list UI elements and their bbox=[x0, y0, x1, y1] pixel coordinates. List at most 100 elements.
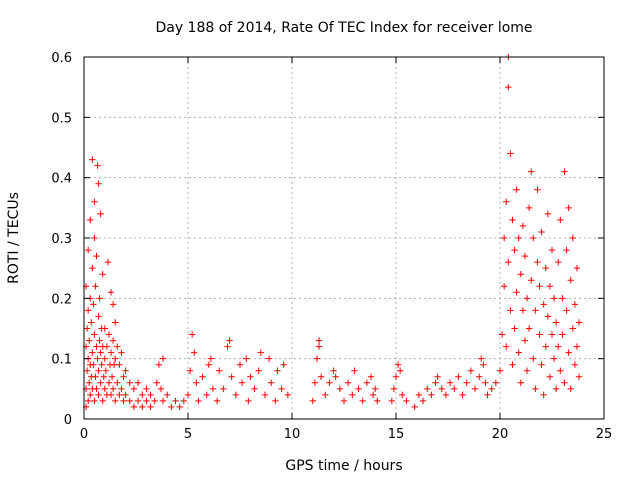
data-point bbox=[159, 397, 167, 405]
data-point bbox=[528, 277, 535, 284]
data-point bbox=[544, 210, 552, 218]
data-point bbox=[438, 385, 445, 393]
data-point bbox=[507, 307, 514, 314]
data-point bbox=[91, 234, 98, 242]
data-point bbox=[563, 246, 570, 254]
data-point bbox=[95, 367, 102, 374]
data-point bbox=[536, 283, 543, 290]
data-point bbox=[112, 319, 119, 326]
data-point bbox=[542, 264, 549, 272]
data-point bbox=[523, 367, 531, 374]
data-point bbox=[351, 367, 358, 374]
data-point bbox=[519, 307, 527, 314]
data-point bbox=[542, 343, 549, 350]
data-point bbox=[265, 355, 273, 362]
y-tick-label: 0.5 bbox=[51, 111, 72, 126]
data-point bbox=[534, 258, 541, 266]
grid bbox=[84, 57, 604, 419]
data-point bbox=[309, 397, 316, 405]
data-point bbox=[467, 367, 475, 374]
data-point bbox=[317, 373, 325, 380]
data-point bbox=[540, 301, 547, 308]
data-point bbox=[528, 168, 535, 175]
data-point bbox=[557, 216, 564, 224]
data-point bbox=[363, 379, 371, 386]
data-point bbox=[91, 397, 98, 405]
data-point bbox=[118, 349, 125, 356]
data-point bbox=[403, 397, 410, 405]
data-point bbox=[459, 391, 466, 399]
data-point bbox=[112, 355, 119, 362]
x-tick-label: 20 bbox=[492, 427, 509, 442]
data-point bbox=[419, 397, 427, 405]
data-point bbox=[109, 301, 117, 308]
data-point bbox=[515, 349, 522, 356]
x-tick-label: 5 bbox=[184, 427, 192, 442]
data-point bbox=[87, 216, 94, 224]
data-point bbox=[442, 391, 450, 399]
data-point bbox=[84, 246, 92, 254]
data-point bbox=[538, 361, 545, 368]
data-point bbox=[159, 355, 167, 362]
data-point bbox=[96, 337, 103, 344]
data-point bbox=[122, 391, 129, 399]
data-point bbox=[274, 367, 281, 374]
data-point bbox=[203, 391, 210, 399]
data-point bbox=[139, 403, 146, 411]
data-point bbox=[567, 277, 574, 284]
data-point bbox=[97, 210, 104, 218]
data-point bbox=[525, 204, 533, 212]
data-point bbox=[332, 373, 339, 380]
data-point bbox=[311, 379, 319, 386]
data-point bbox=[519, 222, 527, 230]
y-tick-label: 0.4 bbox=[51, 172, 72, 187]
data-point bbox=[336, 385, 344, 393]
data-point bbox=[561, 168, 568, 175]
data-point bbox=[120, 373, 127, 380]
data-point bbox=[561, 379, 568, 386]
data-point bbox=[340, 397, 348, 405]
data-point bbox=[521, 337, 529, 344]
data-point bbox=[532, 385, 539, 393]
data-point bbox=[396, 367, 404, 374]
data-point bbox=[505, 83, 512, 91]
data-point bbox=[268, 379, 275, 386]
data-point bbox=[392, 373, 400, 380]
data-point bbox=[349, 391, 356, 399]
x-tick-label: 15 bbox=[388, 427, 405, 442]
data-point bbox=[107, 391, 115, 399]
data-point bbox=[284, 391, 292, 399]
data-point bbox=[530, 355, 537, 362]
data-point bbox=[530, 234, 537, 242]
data-point bbox=[503, 198, 510, 205]
data-point bbox=[330, 367, 337, 374]
data-point bbox=[505, 258, 512, 266]
data-point bbox=[261, 391, 269, 399]
data-point bbox=[565, 349, 572, 356]
data-point bbox=[93, 252, 100, 260]
data-point bbox=[147, 403, 154, 411]
data-point bbox=[109, 337, 117, 344]
data-point bbox=[517, 271, 524, 278]
data-point bbox=[118, 385, 125, 393]
data-point bbox=[575, 319, 583, 326]
data-point bbox=[94, 162, 101, 169]
data-point bbox=[224, 343, 231, 350]
x-tick-label: 0 bbox=[80, 427, 88, 442]
data-point bbox=[103, 343, 111, 350]
data-point bbox=[232, 391, 240, 399]
data-point bbox=[90, 301, 97, 308]
data-point bbox=[492, 379, 500, 386]
data-point bbox=[540, 391, 547, 399]
data-point bbox=[151, 397, 158, 405]
data-point bbox=[126, 397, 133, 405]
axis-ticks: 0 5 10 15 20 25 0 0.1 0.2 0.3 0.4 0.5 0.6 bbox=[51, 51, 612, 442]
data-point bbox=[134, 397, 142, 405]
data-point bbox=[326, 379, 333, 386]
data-point bbox=[555, 343, 562, 350]
data-point bbox=[89, 349, 96, 356]
data-point bbox=[498, 331, 506, 338]
data-point bbox=[399, 391, 406, 399]
data-point bbox=[87, 391, 94, 399]
